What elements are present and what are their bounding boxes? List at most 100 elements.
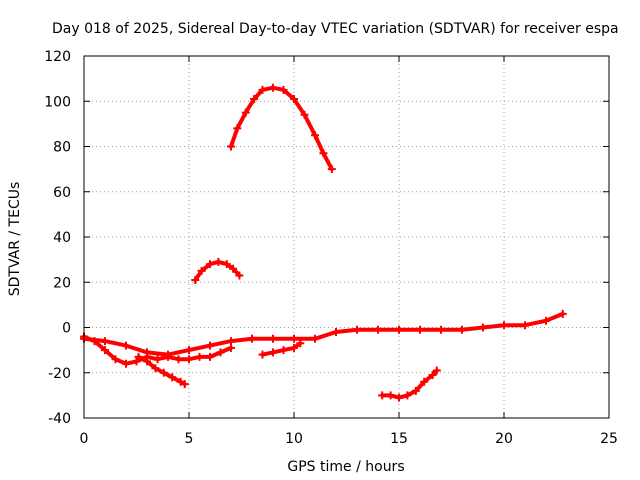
data-point	[111, 355, 120, 364]
y-tick-label: 20	[53, 275, 71, 291]
y-tick-label: 40	[53, 230, 71, 246]
series-line	[82, 311, 565, 357]
data-point	[332, 328, 340, 336]
grid-lines	[84, 56, 609, 418]
data-point	[279, 346, 288, 355]
data-point	[300, 110, 309, 119]
data-series	[80, 83, 567, 402]
x-tick-label: 25	[600, 431, 618, 447]
data-point	[206, 260, 214, 269]
data-point	[185, 346, 193, 355]
data-point	[311, 131, 319, 140]
data-point	[521, 321, 529, 330]
y-tick-label: 120	[44, 49, 71, 65]
series-arc-small	[258, 339, 305, 359]
x-tick-label: 5	[185, 431, 194, 447]
data-point	[279, 85, 288, 94]
chart-title: Day 018 of 2025, Sidereal Day-to-day VTE…	[52, 21, 619, 37]
series-arc-mid	[191, 257, 244, 284]
data-point	[269, 334, 277, 343]
y-tick-label: 60	[53, 185, 71, 201]
data-point	[296, 339, 305, 348]
data-point	[233, 124, 242, 133]
x-tick-label: 10	[285, 431, 303, 447]
x-tick-label: 15	[390, 431, 408, 447]
data-point	[151, 364, 160, 373]
x-tick-label: 0	[80, 431, 89, 447]
y-axis-label: SDTVAR / TECUs	[7, 182, 23, 297]
y-tick-label: 0	[62, 321, 71, 337]
series-band-main	[80, 309, 567, 359]
data-point	[153, 355, 162, 364]
data-point	[500, 321, 508, 330]
series-arc-high	[227, 83, 336, 174]
data-point	[411, 386, 420, 395]
data-point	[416, 325, 424, 334]
data-point	[269, 83, 277, 92]
data-point	[174, 355, 183, 364]
data-point	[122, 359, 130, 368]
plot-frame	[83, 55, 610, 419]
axis-ticks: 0 5 10 15 20 25 -40 -20 0 20 40 60 80 100 120	[44, 49, 618, 447]
series-line	[229, 85, 334, 172]
data-point	[258, 85, 267, 94]
y-tick-label: 80	[53, 140, 71, 156]
data-point	[176, 377, 185, 386]
series-arc-drop	[134, 352, 189, 389]
x-axis-label: GPS time / hours	[287, 459, 404, 475]
data-point	[353, 325, 361, 334]
data-point	[206, 341, 214, 350]
x-tick-label: 20	[495, 431, 513, 447]
data-point	[101, 337, 109, 346]
data-point	[227, 343, 235, 352]
y-tick-label: -40	[48, 411, 71, 427]
data-point	[319, 149, 328, 158]
data-point	[395, 393, 403, 402]
data-point	[248, 334, 256, 343]
data-point	[403, 391, 412, 400]
data-point	[241, 108, 250, 117]
data-point	[428, 371, 437, 379]
data-point	[479, 323, 487, 332]
data-point	[327, 165, 336, 174]
data-point	[195, 352, 204, 361]
data-point	[185, 355, 193, 364]
data-point	[290, 334, 298, 343]
data-point	[191, 276, 200, 284]
series-band-lower	[80, 332, 235, 368]
data-point	[235, 271, 244, 280]
data-point	[214, 257, 223, 266]
data-point	[164, 352, 172, 361]
data-point	[420, 377, 429, 386]
data-point	[132, 357, 141, 366]
data-point	[290, 95, 298, 103]
data-point	[90, 337, 99, 346]
data-point	[159, 368, 168, 377]
data-point	[180, 380, 189, 389]
series-arc-low	[378, 366, 441, 402]
y-tick-label: 100	[44, 94, 71, 110]
data-point	[216, 348, 225, 357]
data-point	[222, 260, 231, 269]
data-point	[269, 348, 277, 357]
data-point	[374, 325, 382, 334]
data-point	[143, 357, 151, 366]
y-tick-label: -20	[48, 366, 71, 382]
data-point	[437, 325, 445, 334]
data-point	[542, 316, 550, 325]
data-point	[311, 334, 319, 343]
data-point	[197, 266, 206, 275]
data-point	[458, 325, 466, 334]
data-point	[258, 350, 267, 359]
data-point	[250, 95, 259, 103]
data-point	[290, 343, 298, 352]
data-point	[432, 366, 441, 375]
data-point	[227, 337, 235, 346]
data-point	[206, 352, 214, 361]
data-point	[227, 142, 235, 151]
data-point	[168, 373, 177, 382]
data-point	[378, 391, 387, 400]
data-point	[101, 346, 109, 355]
data-point	[558, 309, 567, 318]
